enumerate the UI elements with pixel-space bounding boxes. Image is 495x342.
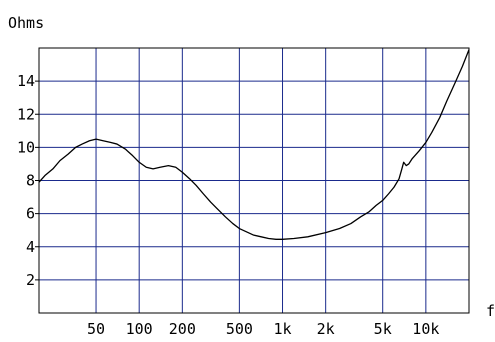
- y-tick-label: 6: [26, 205, 35, 223]
- y-tick-label: 4: [26, 238, 35, 256]
- impedance-series-line: [38, 49, 470, 240]
- y-tick-label: 12: [17, 105, 35, 123]
- x-tick-label: 10k: [412, 320, 439, 338]
- x-tick-label: 5k: [374, 320, 392, 338]
- x-tick-label: 2k: [317, 320, 335, 338]
- x-tick-label: 200: [169, 320, 196, 338]
- x-tick-label: 500: [226, 320, 253, 338]
- y-tick-label: 2: [26, 271, 35, 289]
- x-tick-label: 100: [126, 320, 153, 338]
- x-tick-label: 1k: [273, 320, 291, 338]
- x-tick-label: 50: [87, 320, 105, 338]
- series-layer: [38, 49, 470, 240]
- x-tick-labels: 50 100 200 500 1k 2k 5k 10k: [87, 320, 439, 338]
- y-tick-label: 8: [26, 172, 35, 190]
- y-tick-label: 10: [17, 138, 35, 156]
- plot-frame: [38, 47, 470, 314]
- y-tick-labels: 2 4 6 8 10 12 14: [17, 72, 39, 289]
- y-axis-label: Ohms: [8, 14, 44, 32]
- x-axis-label: f: [486, 302, 495, 320]
- horizontal-gridlines: [39, 80, 469, 281]
- y-tick-label: 14: [17, 72, 35, 90]
